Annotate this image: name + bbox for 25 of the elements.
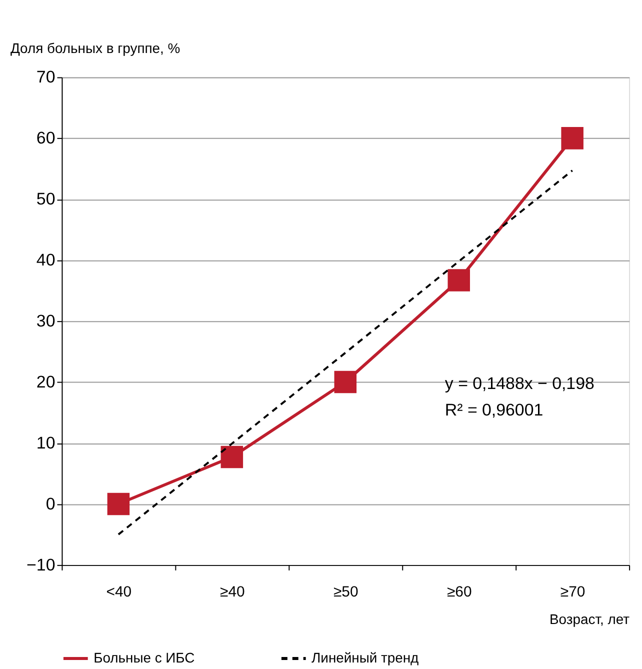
- point: [107, 492, 130, 516]
- legend-label: Линейный тренд: [312, 649, 419, 666]
- y-tick-label: 30: [36, 312, 56, 331]
- x-tick-label: ≥60: [446, 583, 472, 600]
- point: [448, 269, 470, 292]
- y-tick-label: −10: [26, 555, 56, 574]
- y-tick-label: 10: [36, 433, 56, 452]
- point: [334, 370, 357, 394]
- y-tick-label: 60: [36, 128, 56, 148]
- x-tick-label: ≥40: [220, 583, 245, 600]
- x-tick-label: <40: [106, 583, 132, 600]
- point: [220, 446, 244, 468]
- y-tick-label: 0: [46, 494, 56, 514]
- x-tick-label: ≥70: [560, 583, 586, 600]
- y-axis-title: Доля больных в группе, %: [10, 40, 180, 56]
- y-tick-label: 40: [36, 250, 56, 270]
- x-tick-label: ≥50: [333, 583, 358, 600]
- y-tick-label: 70: [36, 68, 56, 87]
- annotation: R² = 0,96001: [444, 400, 544, 420]
- legend-label: Больные с ИБС: [94, 649, 195, 666]
- point: [561, 127, 584, 150]
- x-axis-title: Возраст, лет: [549, 611, 630, 628]
- y-tick-label: 50: [36, 190, 56, 209]
- annotation: y = 0,1488x − 0,198: [444, 374, 594, 393]
- y-tick-label: 20: [36, 372, 56, 392]
